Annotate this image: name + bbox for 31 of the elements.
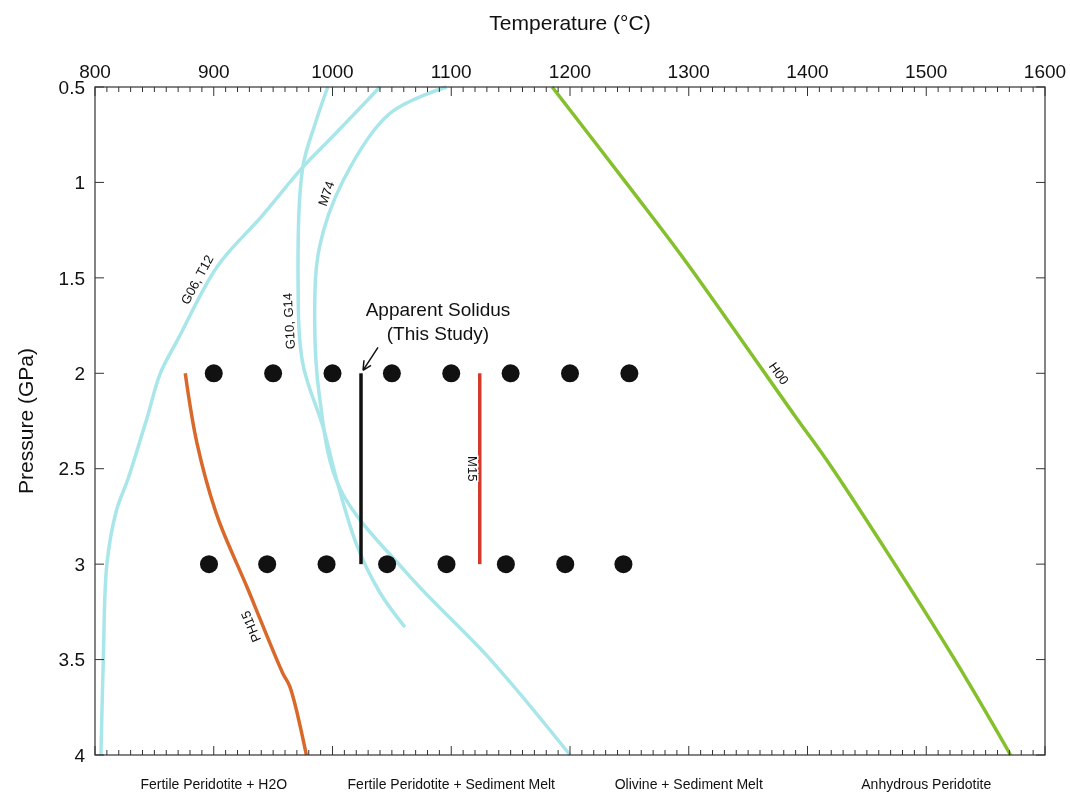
text: Olivine + Sediment Melt <box>614 776 763 792</box>
x-tick-label: 800 <box>79 61 111 82</box>
y-tick-label: 3 <box>74 553 85 575</box>
x-tick-label: 1000 <box>311 61 354 82</box>
x-tick-label: 900 <box>197 61 230 82</box>
text: H00 <box>765 359 792 388</box>
y-tick-label: 2.5 <box>58 458 85 480</box>
x-tick-label: 1400 <box>786 61 829 82</box>
y-tick-label: 4 <box>74 744 86 766</box>
y-tick-label: 3.5 <box>58 649 85 671</box>
line-series <box>183 371 309 757</box>
y-axis-title: Pressure (GPa) <box>14 348 37 494</box>
x-tick-label: 1500 <box>905 61 948 82</box>
text: PH15 <box>237 608 265 645</box>
text: G10, G14 <box>279 292 298 350</box>
y-tick-label: 1.5 <box>58 267 85 289</box>
text: M15 <box>464 456 480 482</box>
text: Fertile Peridotite + Sediment Melt <box>347 776 556 792</box>
x-axis-title: Temperature (°C) <box>489 11 651 34</box>
text: Anhydrous Peridotite <box>861 776 992 792</box>
y-tick-label: 1 <box>74 172 85 194</box>
annotation: Apparent Solidus (This Study) <box>365 299 511 345</box>
x-tick-label: 1300 <box>667 61 710 82</box>
y-tick-label: 2 <box>74 362 85 384</box>
line-series <box>550 85 1013 757</box>
x-tick-label: 1600 <box>1023 61 1067 82</box>
text: G06, T12 <box>177 252 217 307</box>
text: Fertile Peridotite + H2O <box>140 776 288 792</box>
text: M74 <box>315 179 338 209</box>
x-tick-label: 1100 <box>430 61 472 82</box>
x-tick-label: 1200 <box>548 61 592 82</box>
